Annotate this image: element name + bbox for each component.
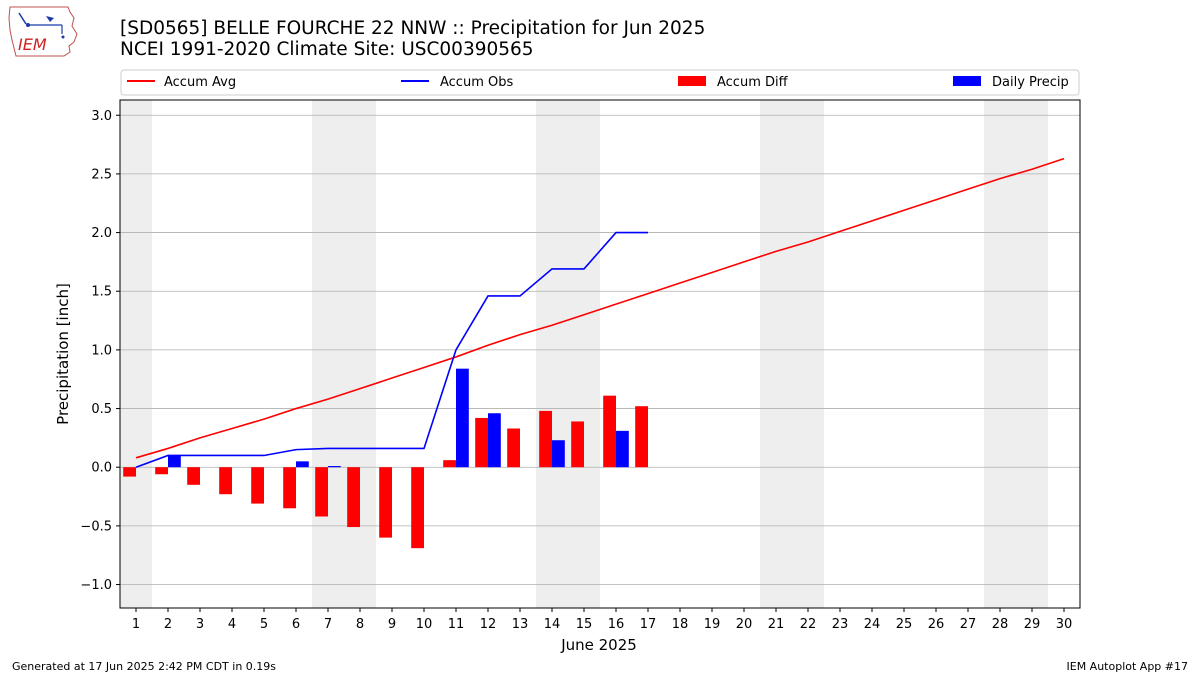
accum-diff-bar [315,467,328,517]
x-tick-label: 14 [544,617,561,632]
accum-diff-bar [251,467,264,504]
logo-text: IEM [18,35,47,54]
x-tick-label: 12 [480,617,497,632]
x-tick-label: 24 [864,617,881,632]
accum-diff-bar [539,410,552,468]
y-axis: −1.0 −0.5 0.0 0.5 1.0 1.5 2.0 2.5 3.0 [80,109,120,593]
legend-box [120,69,1080,96]
accum-diff-bar [571,421,584,468]
x-tick-label: 18 [672,617,689,632]
accum-diff-bar [635,406,648,468]
daily-precip-bar [456,368,469,468]
weekend-band-2 [536,100,600,608]
accum-diff-bar [187,467,200,485]
x-tick-label: 5 [260,617,268,632]
daily-precip-bar [296,461,309,468]
daily-precip-bar [616,430,629,468]
x-tick-label: 27 [960,617,977,632]
y-axis-label: Precipitation [inch] [54,283,72,425]
x-tick-label: 8 [356,617,364,632]
x-tick-label: 2 [164,617,172,632]
legend-label-accum-avg: Accum Avg [164,75,236,90]
line-series [135,157,1065,468]
weekend-band-0 [120,100,152,608]
accum-diff-bar [219,467,232,495]
y-tick-label: 1.5 [91,285,112,300]
accum-diff-bar [475,417,488,468]
bar-series [123,368,648,549]
x-tick-label: 30 [1056,617,1073,632]
accum-diff-bar [123,467,136,477]
chart-title-line2: NCEI 1991-2020 Climate Site: USC00390565 [120,39,534,60]
weekend-band-3 [760,100,824,608]
y-tick-label: 1.0 [91,343,112,358]
chart-title-line1: [SD0565] BELLE FOURCHE 22 NNW :: Precipi… [120,18,706,39]
x-axis: 1 2 3 4 5 6 7 8 9 10 11 12 13 14 15 16 17 18 19 20 21 22 23 24 2… [132,608,1072,632]
x-tick-label: 28 [992,617,1009,632]
y-tick-label: 0.5 [91,402,112,417]
y-tick-label: 2.0 [91,226,112,241]
x-tick-label: 6 [292,617,300,632]
daily-precip-bar [552,440,565,468]
legend-label-daily-precip: Daily Precip [992,75,1069,90]
x-tick-label: 1 [132,617,140,632]
y-tick-label: −1.0 [80,578,112,593]
x-tick-label: 23 [832,617,849,632]
daily-precip-bar [488,413,501,468]
y-tick-label: 0.0 [91,461,112,476]
x-tick-label: 16 [608,617,625,632]
accum-diff-bar [155,467,168,475]
x-tick-label: 11 [448,617,465,632]
weekend-bands [120,100,1048,608]
x-tick-label: 29 [1024,617,1041,632]
y-tick-label: 3.0 [91,109,112,124]
accum-diff-bar [347,467,360,528]
x-tick-label: 9 [388,617,396,632]
x-tick-label: 25 [896,617,913,632]
x-tick-label: 15 [576,617,593,632]
x-tick-label: 22 [800,617,817,632]
y-tick-label: −0.5 [80,519,112,534]
chart-title: [SD0565] BELLE FOURCHE 22 NNW :: Precipi… [120,18,705,60]
legend-swatch-accum-diff [678,76,706,86]
legend-label-accum-diff: Accum Diff [717,75,789,90]
x-tick-label: 4 [228,617,236,632]
x-tick-label: 17 [640,617,657,632]
daily-precip-bar [168,455,181,468]
accum-diff-bar [411,467,424,549]
daily-precip-bar [328,466,341,468]
iem-logo-graphic: IEM [8,6,78,57]
x-tick-label: 20 [736,617,753,632]
x-tick-label: 13 [512,617,529,632]
x-tick-label: 3 [196,617,204,632]
accum-diff-bar [283,467,296,509]
x-tick-label: 19 [704,617,721,632]
grid-lines [120,114,1080,585]
legend-label-accum-obs: Accum Obs [440,75,513,90]
accum-diff-bar [507,428,520,468]
x-axis-label: June 2025 [560,636,637,654]
accum-obs-line [135,231,648,468]
x-tick-label: 10 [416,617,433,632]
x-tick-label: 26 [928,617,945,632]
x-tick-label: 21 [768,617,785,632]
footer-generated: Generated at 17 Jun 2025 2:42 PM CDT in … [12,660,277,673]
x-tick-label: 7 [324,617,332,632]
y-tick-label: 2.5 [91,167,112,182]
accum-diff-bar [603,395,616,468]
legend: Accum Avg Accum Obs Accum Diff Daily Pre… [120,69,1080,96]
weekend-band-1 [312,100,376,608]
plot-frame [119,99,1081,609]
accum-diff-bar [443,460,456,468]
accum-diff-bar [379,467,392,538]
legend-swatch-daily-precip [953,76,981,86]
iem-logo: IEM [6,4,82,60]
weekend-band-4 [984,100,1048,608]
accum-avg-line [135,157,1065,459]
footer-app: IEM Autoplot App #17 [1066,660,1189,673]
